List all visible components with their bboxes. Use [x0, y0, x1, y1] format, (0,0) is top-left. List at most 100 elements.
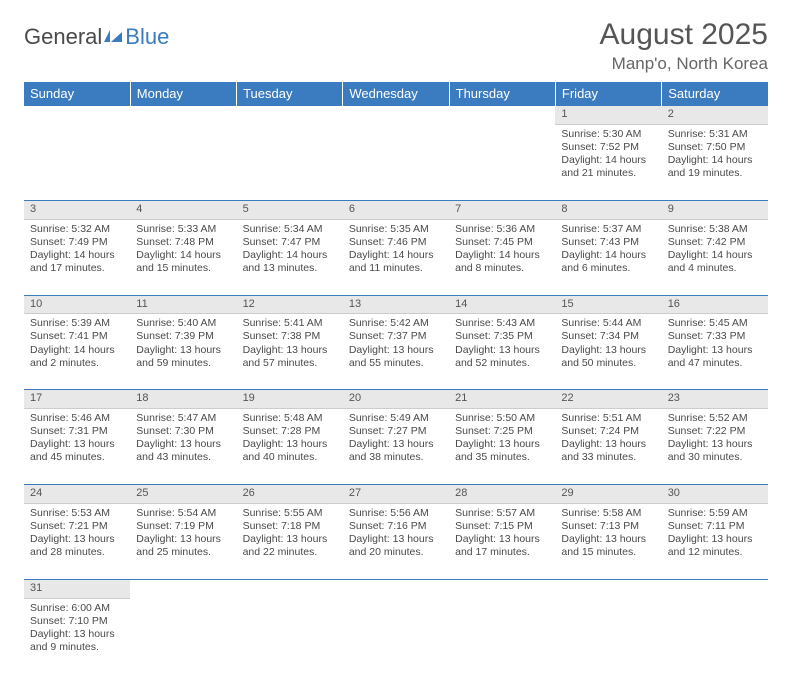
- day-cell-body: Sunrise: 5:55 AMSunset: 7:18 PMDaylight:…: [237, 504, 343, 566]
- day-number: 25: [130, 485, 236, 504]
- sunset-line: Sunset: 7:22 PM: [668, 425, 762, 438]
- day-number: 16: [662, 295, 768, 314]
- day-number: 7: [449, 200, 555, 219]
- sunset-line: Sunset: 7:50 PM: [668, 141, 762, 154]
- sunrise-line: Sunrise: 5:33 AM: [136, 223, 230, 236]
- day-number-row: 17181920212223: [24, 390, 768, 409]
- day-number: 30: [662, 485, 768, 504]
- day-cell: Sunrise: 5:56 AMSunset: 7:16 PMDaylight:…: [343, 503, 449, 579]
- day-number-row: 24252627282930: [24, 485, 768, 504]
- day-number: 3: [24, 200, 130, 219]
- day-number: 29: [555, 485, 661, 504]
- day-number: 11: [130, 295, 236, 314]
- day-number: 27: [343, 485, 449, 504]
- sunrise-line: Sunrise: 6:00 AM: [30, 602, 124, 615]
- sunrise-line: Sunrise: 5:34 AM: [243, 223, 337, 236]
- daylight-line: Daylight: 13 hours and 40 minutes.: [243, 438, 337, 464]
- empty-cell: [449, 579, 555, 598]
- day-cell-body: Sunrise: 5:54 AMSunset: 7:19 PMDaylight:…: [130, 504, 236, 566]
- weekday-header: Tuesday: [237, 82, 343, 106]
- day-cell-body: Sunrise: 5:51 AMSunset: 7:24 PMDaylight:…: [555, 409, 661, 471]
- empty-cell: [343, 598, 449, 674]
- day-cell: Sunrise: 5:32 AMSunset: 7:49 PMDaylight:…: [24, 219, 130, 295]
- month-title: August 2025: [600, 18, 768, 52]
- sunset-line: Sunset: 7:33 PM: [668, 330, 762, 343]
- daylight-line: Daylight: 14 hours and 19 minutes.: [668, 154, 762, 180]
- day-number: 19: [237, 390, 343, 409]
- day-cell: Sunrise: 5:46 AMSunset: 7:31 PMDaylight:…: [24, 409, 130, 485]
- day-cell-body: Sunrise: 5:32 AMSunset: 7:49 PMDaylight:…: [24, 220, 130, 282]
- day-cell-body: Sunrise: 5:36 AMSunset: 7:45 PMDaylight:…: [449, 220, 555, 282]
- empty-cell: [662, 579, 768, 598]
- day-cell-body: Sunrise: 5:57 AMSunset: 7:15 PMDaylight:…: [449, 504, 555, 566]
- sunset-line: Sunset: 7:42 PM: [668, 236, 762, 249]
- day-cell-body: Sunrise: 5:43 AMSunset: 7:35 PMDaylight:…: [449, 314, 555, 376]
- day-cell-body: Sunrise: 5:38 AMSunset: 7:42 PMDaylight:…: [662, 220, 768, 282]
- daylight-line: Daylight: 14 hours and 11 minutes.: [349, 249, 443, 275]
- sunset-line: Sunset: 7:52 PM: [561, 141, 655, 154]
- sunset-line: Sunset: 7:13 PM: [561, 520, 655, 533]
- day-number-row: 31: [24, 579, 768, 598]
- day-cell: Sunrise: 5:33 AMSunset: 7:48 PMDaylight:…: [130, 219, 236, 295]
- day-cell: Sunrise: 6:00 AMSunset: 7:10 PMDaylight:…: [24, 598, 130, 674]
- sunset-line: Sunset: 7:46 PM: [349, 236, 443, 249]
- sunrise-line: Sunrise: 5:49 AM: [349, 412, 443, 425]
- day-cell: Sunrise: 5:43 AMSunset: 7:35 PMDaylight:…: [449, 314, 555, 390]
- day-cell: Sunrise: 5:47 AMSunset: 7:30 PMDaylight:…: [130, 409, 236, 485]
- day-cell: Sunrise: 5:50 AMSunset: 7:25 PMDaylight:…: [449, 409, 555, 485]
- daylight-line: Daylight: 13 hours and 20 minutes.: [349, 533, 443, 559]
- empty-cell: [449, 124, 555, 200]
- sunset-line: Sunset: 7:15 PM: [455, 520, 549, 533]
- day-cell-body: Sunrise: 5:37 AMSunset: 7:43 PMDaylight:…: [555, 220, 661, 282]
- day-number: 22: [555, 390, 661, 409]
- sunset-line: Sunset: 7:35 PM: [455, 330, 549, 343]
- day-number-row: 10111213141516: [24, 295, 768, 314]
- day-number-row: 12: [24, 106, 768, 125]
- day-number: 1: [555, 106, 661, 125]
- day-number: 8: [555, 200, 661, 219]
- day-cell-body: Sunrise: 5:34 AMSunset: 7:47 PMDaylight:…: [237, 220, 343, 282]
- day-cell-body: Sunrise: 5:40 AMSunset: 7:39 PMDaylight:…: [130, 314, 236, 376]
- header: GeneralBlue August 2025 Manp'o, North Ko…: [24, 18, 768, 74]
- sunrise-line: Sunrise: 5:48 AM: [243, 412, 337, 425]
- sunset-line: Sunset: 7:10 PM: [30, 615, 124, 628]
- day-cell: Sunrise: 5:37 AMSunset: 7:43 PMDaylight:…: [555, 219, 661, 295]
- day-cell-body: Sunrise: 5:56 AMSunset: 7:16 PMDaylight:…: [343, 504, 449, 566]
- sunrise-line: Sunrise: 5:37 AM: [561, 223, 655, 236]
- day-cell: Sunrise: 5:41 AMSunset: 7:38 PMDaylight:…: [237, 314, 343, 390]
- day-cell: Sunrise: 5:40 AMSunset: 7:39 PMDaylight:…: [130, 314, 236, 390]
- sunrise-line: Sunrise: 5:42 AM: [349, 317, 443, 330]
- day-cell: Sunrise: 5:48 AMSunset: 7:28 PMDaylight:…: [237, 409, 343, 485]
- day-cell: Sunrise: 5:53 AMSunset: 7:21 PMDaylight:…: [24, 503, 130, 579]
- daylight-line: Daylight: 13 hours and 9 minutes.: [30, 628, 124, 654]
- day-cell-body: Sunrise: 5:48 AMSunset: 7:28 PMDaylight:…: [237, 409, 343, 471]
- day-detail-row: Sunrise: 5:46 AMSunset: 7:31 PMDaylight:…: [24, 409, 768, 485]
- daylight-line: Daylight: 13 hours and 15 minutes.: [561, 533, 655, 559]
- empty-cell: [130, 598, 236, 674]
- day-cell-body: Sunrise: 6:00 AMSunset: 7:10 PMDaylight:…: [24, 599, 130, 661]
- sunrise-line: Sunrise: 5:43 AM: [455, 317, 549, 330]
- day-cell: Sunrise: 5:31 AMSunset: 7:50 PMDaylight:…: [662, 124, 768, 200]
- weekday-header-row: SundayMondayTuesdayWednesdayThursdayFrid…: [24, 82, 768, 106]
- sunset-line: Sunset: 7:38 PM: [243, 330, 337, 343]
- weekday-header: Friday: [555, 82, 661, 106]
- sunrise-line: Sunrise: 5:30 AM: [561, 128, 655, 141]
- daylight-line: Daylight: 13 hours and 22 minutes.: [243, 533, 337, 559]
- day-cell: Sunrise: 5:54 AMSunset: 7:19 PMDaylight:…: [130, 503, 236, 579]
- day-cell-body: Sunrise: 5:59 AMSunset: 7:11 PMDaylight:…: [662, 504, 768, 566]
- day-number: 17: [24, 390, 130, 409]
- day-cell-body: Sunrise: 5:44 AMSunset: 7:34 PMDaylight:…: [555, 314, 661, 376]
- weekday-header: Saturday: [662, 82, 768, 106]
- calendar-body: 12 Sunrise: 5:30 AMSunset: 7:52 PM Dayligh…: [24, 106, 768, 675]
- day-number: 31: [24, 579, 130, 598]
- day-cell-body: Sunrise: 5:39 AMSunset: 7:41 PMDaylight:…: [24, 314, 130, 376]
- sunset-line: Sunset: 7:48 PM: [136, 236, 230, 249]
- sunrise-line: Sunrise: 5:36 AM: [455, 223, 549, 236]
- sunrise-line: Sunrise: 5:52 AM: [668, 412, 762, 425]
- day-cell: Sunrise: 5:36 AMSunset: 7:45 PMDaylight:…: [449, 219, 555, 295]
- day-cell: Sunrise: 5:39 AMSunset: 7:41 PMDaylight:…: [24, 314, 130, 390]
- daylight-line: Daylight: 13 hours and 45 minutes.: [30, 438, 124, 464]
- day-number: 26: [237, 485, 343, 504]
- day-cell-body: Sunrise: 5:46 AMSunset: 7:31 PMDaylight:…: [24, 409, 130, 471]
- sunrise-line: Sunrise: 5:44 AM: [561, 317, 655, 330]
